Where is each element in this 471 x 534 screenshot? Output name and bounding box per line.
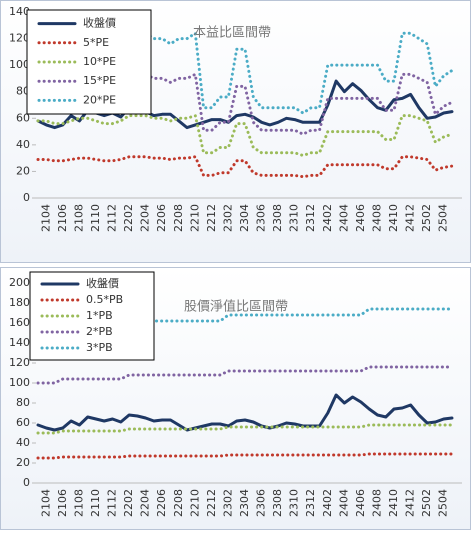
legend-label: 10*PE: [83, 55, 116, 68]
x-tick-label: 2410: [387, 204, 400, 232]
y-tick-label: 180: [9, 296, 30, 309]
x-tick-label: 2310: [288, 489, 301, 517]
series-line: [36, 393, 454, 432]
x-tick-label: 2412: [404, 489, 417, 517]
x-tick-label: 2406: [354, 204, 367, 232]
x-tick-label: 2306: [255, 204, 268, 232]
legend-label: 3*PB: [86, 341, 113, 354]
y-tick-label: 160: [9, 316, 30, 329]
x-tick-label: 2112: [106, 489, 119, 517]
x-tick-label: 2110: [89, 204, 102, 232]
x-tick-label: 2104: [39, 204, 52, 232]
series-line: [36, 113, 454, 158]
x-tick-label: 2104: [39, 489, 52, 517]
x-tick-label: 2202: [122, 489, 135, 517]
x-tick-label: 2310: [288, 204, 301, 232]
x-tick-label: 2208: [172, 204, 185, 232]
x-tick-label: 2402: [321, 489, 334, 517]
x-tick-label: 2106: [56, 489, 69, 517]
x-tick-label: 2410: [387, 489, 400, 517]
x-tick-label: 2302: [221, 489, 234, 517]
x-tick-label: 2404: [337, 489, 350, 517]
y-tick-label: 200: [9, 276, 30, 289]
legend-label: 收盤價: [86, 276, 119, 290]
legend-label: 5*PE: [83, 36, 109, 49]
y-tick-label: 0: [23, 476, 30, 489]
chart-title: 股價淨值比區間帶: [184, 299, 288, 315]
x-tick-label: 2206: [155, 204, 168, 232]
x-tick-label: 2412: [404, 204, 417, 232]
legend-label: 15*PE: [83, 74, 116, 87]
x-tick-label: 2202: [122, 204, 135, 232]
x-tick-label: 2108: [72, 204, 85, 232]
x-tick-label: 2406: [354, 489, 367, 517]
x-tick-label: 2408: [370, 204, 383, 232]
x-tick-label: 2504: [437, 489, 450, 517]
x-tick-label: 2208: [172, 489, 185, 517]
x-tick-label: 2210: [188, 489, 201, 517]
y-tick-label: 20: [16, 164, 30, 177]
x-tick-label: 2404: [337, 204, 350, 232]
x-tick-label: 2308: [271, 204, 284, 232]
x-tick-label: 2212: [205, 489, 218, 517]
x-tick-label: 2312: [304, 204, 317, 232]
x-tick-label: 2312: [304, 489, 317, 517]
series-line: [36, 423, 454, 435]
y-tick-label: 0: [23, 191, 30, 204]
x-tick-label: 2408: [370, 489, 383, 517]
x-tick-label: 2212: [205, 204, 218, 232]
x-tick-label: 2204: [139, 204, 152, 232]
y-tick-label: 80: [16, 396, 30, 409]
x-tick-label: 2308: [271, 489, 284, 517]
x-tick-label: 2204: [139, 489, 152, 517]
series-line: [36, 365, 454, 385]
y-tick-label: 40: [16, 138, 30, 151]
series-line: [36, 79, 454, 130]
x-tick-label: 2502: [420, 204, 433, 232]
x-tick-label: 2210: [188, 204, 201, 232]
legend-label: 0.5*PB: [86, 293, 123, 306]
legend-box: [26, 9, 152, 115]
y-tick-label: 60: [16, 416, 30, 429]
series-line: [36, 155, 454, 179]
x-tick-label: 2302: [221, 204, 234, 232]
x-tick-label: 2306: [255, 489, 268, 517]
chart-title: 本益比區間帶: [193, 26, 271, 41]
x-tick-label: 2112: [106, 204, 119, 232]
x-tick-label: 2110: [89, 489, 102, 517]
y-tick-label: 20: [16, 456, 30, 469]
y-tick-label: 60: [16, 111, 30, 124]
legend-label: 2*PB: [86, 325, 113, 338]
x-tick-label: 2206: [155, 489, 168, 517]
x-tick-label: 2304: [238, 204, 251, 232]
y-tick-label: 120: [9, 32, 30, 45]
y-tick-label: 100: [9, 58, 30, 71]
series-line: [36, 72, 454, 136]
legend-label: 1*PB: [86, 309, 113, 322]
x-tick-label: 2304: [238, 489, 251, 517]
y-tick-label: 140: [9, 336, 30, 349]
y-tick-label: 40: [16, 436, 30, 449]
y-tick-label: 100: [9, 376, 30, 389]
legend-box: [29, 271, 155, 361]
x-tick-label: 2504: [437, 204, 450, 232]
legend-label: 20*PE: [83, 93, 116, 106]
x-tick-label: 2106: [56, 204, 69, 232]
x-tick-label: 2502: [420, 489, 433, 517]
y-tick-label: 140: [9, 5, 30, 18]
x-tick-label: 2402: [321, 204, 334, 232]
x-tick-label: 2108: [72, 489, 85, 517]
y-tick-label: 120: [9, 356, 30, 369]
legend-label: 收盤價: [83, 16, 116, 30]
